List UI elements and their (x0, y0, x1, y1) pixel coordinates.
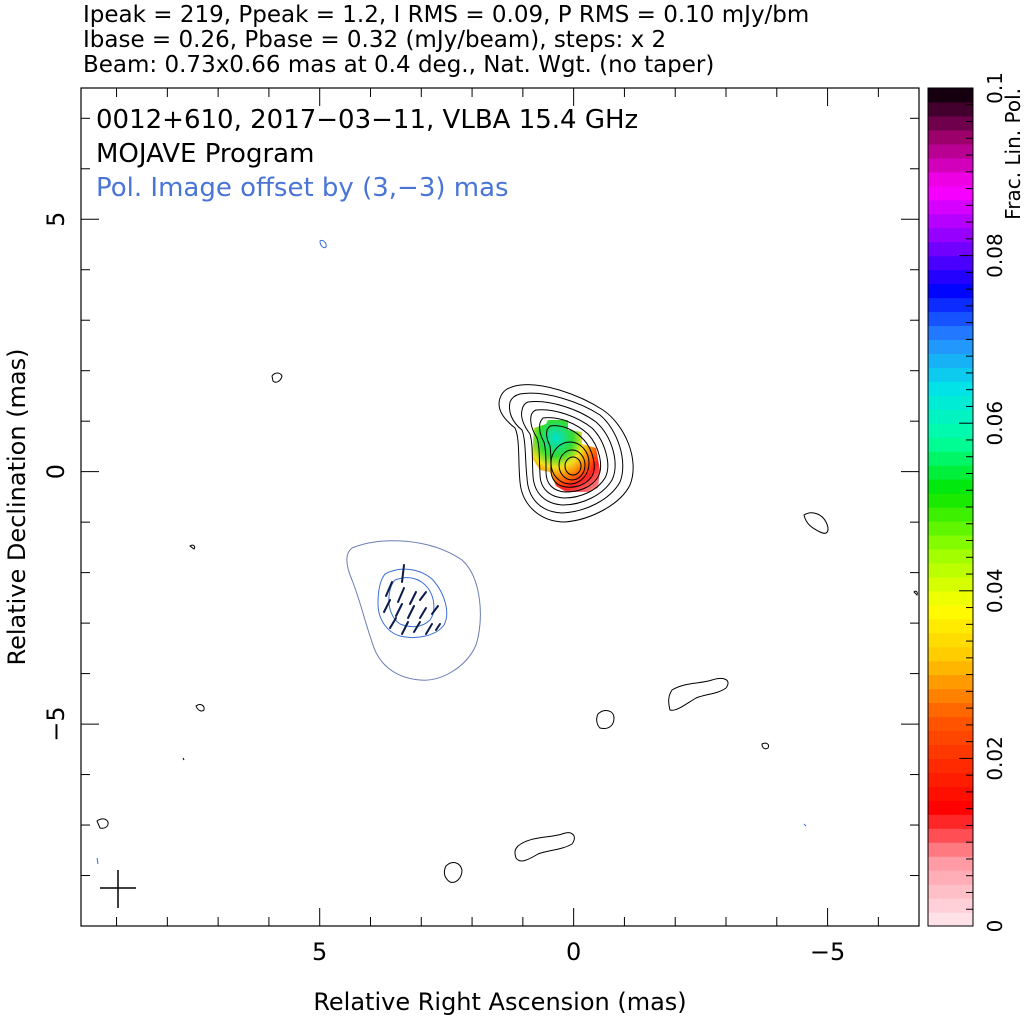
colorbar-band (928, 674, 973, 690)
colorbar-band (928, 814, 973, 829)
colorbar-tick-labels: 0 0.02 0.04 0.06 0.08 0.1 (983, 72, 1007, 932)
colorbar-band (928, 660, 973, 676)
colorbar-band (928, 688, 973, 704)
beam-marker (100, 870, 136, 908)
colorbar-band (928, 213, 973, 229)
colorbar-band (928, 451, 973, 466)
colorbar-label: Frac. Lin. Pol. (1001, 88, 1025, 220)
colorbar-band (928, 311, 973, 327)
colorbar-band (928, 576, 973, 592)
frac-pol-color-patch (532, 420, 600, 492)
colorbar-band (928, 409, 973, 424)
colorbar-band (928, 325, 973, 340)
colorbar-band (928, 898, 973, 913)
colorbar-band (928, 730, 973, 746)
colorbar-band (928, 88, 973, 103)
colorbar-band (928, 520, 973, 536)
x-tick-label: 5 (312, 938, 327, 966)
colorbar-band (928, 143, 973, 159)
y-tick-label: −5 (42, 706, 70, 741)
header-intensity-stats: Ipeak = 219, Ppeak = 1.2, I RMS = 0.09, … (83, 2, 810, 28)
colorbar-tick-label: 0 (983, 920, 1007, 933)
colorbar-band (928, 828, 973, 843)
y-tick-label: 5 (42, 212, 70, 227)
colorbar-band (928, 115, 973, 131)
stokes-i-contours (96, 372, 918, 883)
colorbar-band (928, 562, 973, 578)
colorbar-band (928, 157, 973, 173)
colorbar-band (928, 646, 973, 662)
colorbar-band (928, 395, 973, 410)
colorbar-band (928, 716, 973, 732)
evpa-vectors (383, 564, 441, 635)
header-base-levels: Ibase = 0.26, Pbase = 0.32 (mJy/beam), s… (83, 27, 667, 53)
program-annotation: MOJAVE Program (96, 139, 314, 169)
colorbar-band (928, 800, 973, 815)
colorbar-band (928, 479, 973, 494)
colorbar-band (928, 856, 973, 871)
colorbar-band (928, 884, 973, 899)
colorbar-band (928, 129, 973, 145)
colorbar (928, 88, 973, 927)
colorbar-band (928, 283, 973, 299)
colorbar-band (928, 199, 973, 215)
colorbar-band (928, 353, 973, 368)
colorbar-band (928, 772, 973, 787)
colorbar-band (928, 185, 973, 201)
colorbar-band (928, 590, 973, 606)
colorbar-band (928, 702, 973, 718)
colorbar-band (928, 534, 973, 550)
y-tick-label: 0 (42, 464, 70, 479)
colorbar-tick-label: 0.06 (983, 401, 1007, 446)
colorbar-band (928, 423, 973, 438)
colorbar-tick-label: 0.02 (983, 736, 1007, 781)
axis-ticks (81, 88, 919, 927)
colorbar-band (928, 758, 973, 773)
y-axis-label: Relative Declination (mas) (3, 348, 31, 665)
pol-offset-annotation: Pol. Image offset by (3,−3) mas (96, 173, 509, 203)
colorbar-band (928, 101, 973, 117)
colorbar-band (928, 548, 973, 564)
colorbar-band (928, 227, 973, 243)
polarization-contours (96, 240, 807, 865)
colorbar-tick-label: 0.08 (983, 233, 1007, 278)
colorbar-band (928, 171, 973, 187)
colorbar-band (928, 842, 973, 857)
colorbar-band (928, 255, 973, 271)
colorbar-band (928, 437, 973, 452)
colorbar-band (928, 465, 973, 480)
colorbar-tick-label: 0.04 (983, 569, 1007, 614)
x-tick-label: −5 (810, 938, 845, 966)
colorbar-band (928, 297, 973, 313)
header-beam-info: Beam: 0.73x0.66 mas at 0.4 deg., Nat. Wg… (83, 52, 715, 78)
colorbar-band (928, 507, 973, 522)
colorbar-band (928, 618, 973, 634)
colorbar-band (928, 269, 973, 285)
colorbar-tick-label: 0.1 (983, 72, 1007, 104)
colorbar-band (928, 912, 973, 927)
colorbar-band (928, 381, 973, 396)
colorbar-band (928, 604, 973, 620)
colorbar-band (928, 744, 973, 759)
y-tick-labels: 5 0 −5 (42, 212, 70, 742)
x-axis-label: Relative Right Ascension (mas) (313, 988, 687, 1016)
colorbar-band (928, 632, 973, 648)
colorbar-band (928, 241, 973, 257)
colorbar-band (928, 870, 973, 885)
x-tick-labels: 5 0 −5 (312, 938, 845, 966)
colorbar-band (928, 339, 973, 354)
x-tick-label: 0 (566, 938, 581, 966)
colorbar-band (928, 367, 973, 382)
source-annotation: 0012+610, 2017−03−11, VLBA 15.4 GHz (96, 105, 638, 135)
colorbar-ticks (959, 87, 973, 927)
colorbar-band (928, 493, 973, 508)
plot-frame (80, 87, 920, 927)
colorbar-band (928, 786, 973, 801)
